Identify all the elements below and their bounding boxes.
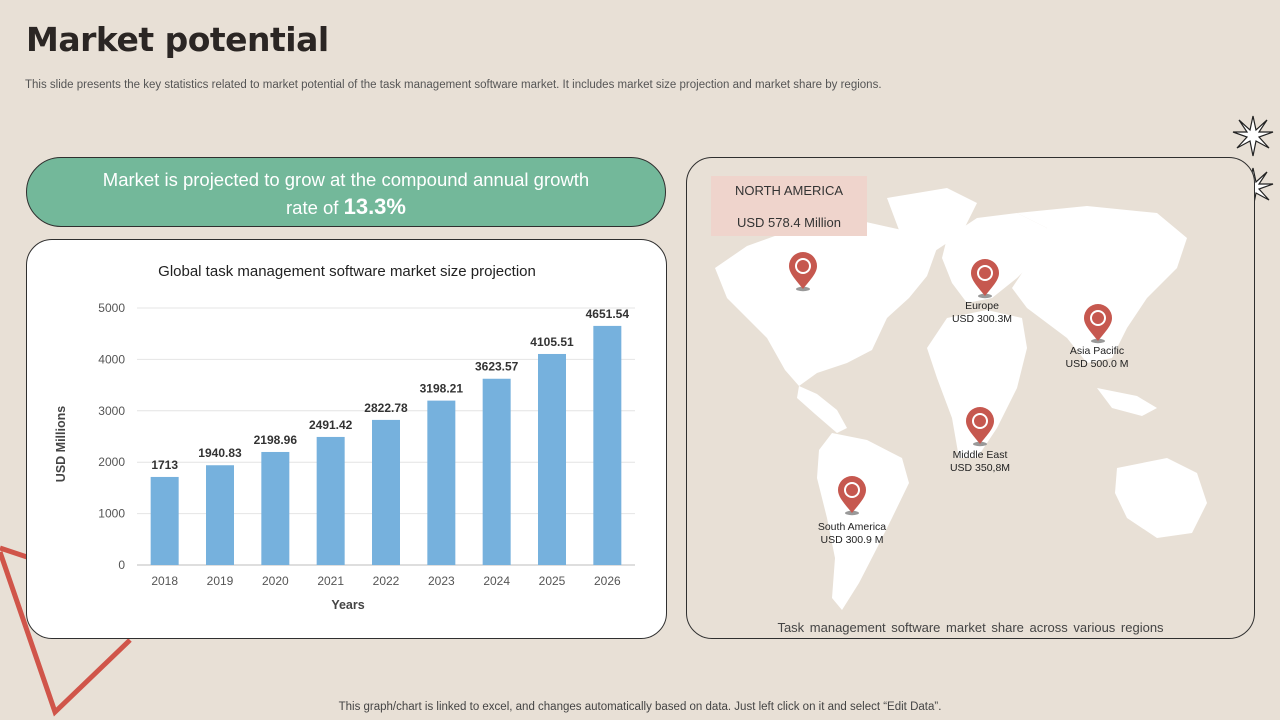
chart-card: Global task management software market s… [26,239,667,639]
data-label: 3198.21 [420,382,464,396]
region-label-south-america: South America USD 300.9 M [802,521,902,547]
north-america-label: NORTH AMERICA [734,183,844,198]
map-pin-icon[interactable] [1082,304,1114,344]
north-america-box: NORTH AMERICA USD 578.4 Million [711,176,867,236]
bar [261,451,290,565]
south-america-shape [817,433,909,610]
asia-shape [1012,206,1187,363]
x-tick-label: 2020 [262,574,289,588]
bar [427,400,456,565]
x-tick-label: 2023 [428,574,455,588]
data-label: 4651.54 [586,307,630,321]
europe-shape [942,213,1047,303]
region-value: USD 300.9 M [820,534,884,546]
region-label-europe: Europe USD 300.3M [932,300,1032,326]
region-name: Asia Pacific [1069,345,1125,357]
bar [538,353,566,565]
growth-text-line2: rate of 13.3% [27,193,665,221]
region-value: USD 500.0 M [1065,358,1129,370]
australia-shape [1115,458,1207,538]
footer-note: This graph/chart is linked to excel, and… [338,701,942,713]
y-tick-label: 0 [118,558,125,572]
growth-rate: 13.3% [343,194,406,219]
x-tick-label: 2022 [373,574,400,588]
y-tick-label: 2000 [98,455,125,469]
region-name: Europe [965,300,999,312]
x-tick-label: 2019 [207,574,234,588]
data-label: 1713 [151,458,178,472]
x-tick-label: 2024 [483,574,510,588]
map-caption: Task management software market share ac… [777,620,1164,635]
region-label-middle-east: Middle East USD 350,8M [930,449,1030,475]
region-label-asia-pacific: Asia Pacific USD 500.0 M [1047,345,1147,371]
bar [316,436,345,565]
region-name: South America [817,521,887,533]
data-label: 4105.51 [530,335,574,349]
y-tick-label: 3000 [98,404,125,418]
region-value: USD 300.3M [951,313,1013,325]
growth-text-line1: Market is projected to grow at the compo… [102,169,590,190]
bar [150,476,179,565]
x-axis-label: Years [331,598,364,612]
data-label: 2491.42 [309,418,353,432]
north-america-shape [715,220,937,386]
map-pin-icon[interactable] [836,476,868,516]
bar [372,419,400,565]
growth-callout: Market is projected to grow at the compo… [26,157,666,227]
x-tick-label: 2026 [594,574,621,588]
region-name: Middle East [952,449,1008,461]
x-tick-label: 2025 [539,574,566,588]
data-label: 1940.83 [198,446,242,460]
region-value: USD 350,8M [949,462,1011,474]
data-label: 3623.57 [475,360,519,374]
map-pin-icon[interactable] [964,407,996,447]
page-title: Market potential [26,20,329,59]
north-america-value: USD 578.4 Million [736,215,842,230]
bar [593,325,622,565]
bar-chart[interactable]: Global task management software market s… [27,240,668,640]
map-card: NORTH AMERICA USD 578.4 Million Europe U… [686,157,1255,639]
world-map [715,188,1207,610]
decorative-triangle [0,545,132,717]
sea-islands-shape [1097,388,1157,416]
x-tick-label: 2018 [151,574,178,588]
y-tick-label: 4000 [98,352,125,366]
y-tick-label: 1000 [98,507,125,521]
africa-shape [927,310,1027,458]
central-america-shape [797,386,847,433]
data-label: 2822.78 [364,401,408,415]
chart-title: Global task management software market s… [158,263,536,280]
map-pin-icon[interactable] [787,252,819,292]
x-tick-label: 2021 [317,574,344,588]
y-tick-label: 5000 [98,301,125,315]
bar [482,378,511,565]
y-axis-label: USD Millions [54,406,68,482]
data-label: 2198.96 [254,433,298,447]
growth-prefix: rate of [286,197,344,218]
bar [206,465,234,565]
map-pin-icon[interactable] [969,259,1001,299]
starburst-icon [1232,115,1274,157]
page-subtitle: This slide presents the key statistics r… [25,79,882,91]
